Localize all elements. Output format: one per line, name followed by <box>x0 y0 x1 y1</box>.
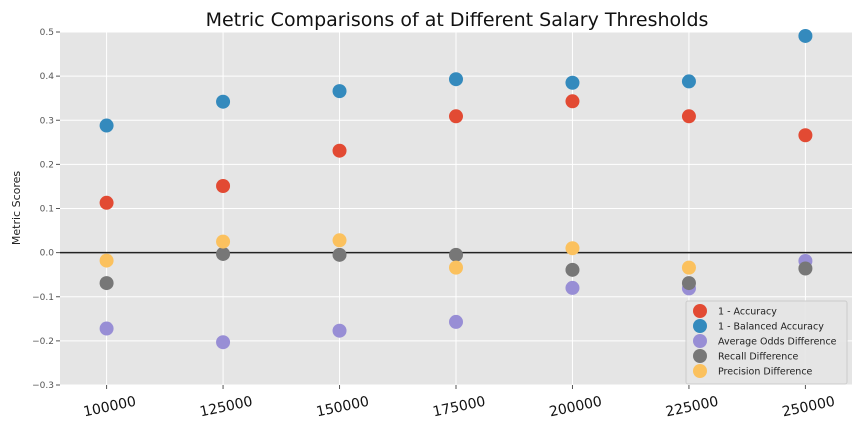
x-tick-label: 175000 <box>431 394 487 421</box>
data-point <box>99 195 114 210</box>
x-tick-label: 250000 <box>781 394 837 421</box>
data-point <box>99 253 114 268</box>
legend-marker <box>693 334 707 348</box>
data-point <box>216 94 231 109</box>
y-tick-label: 0.1 <box>40 205 54 215</box>
data-points <box>99 28 813 350</box>
legend-marker <box>693 349 707 363</box>
data-point <box>449 260 463 275</box>
data-point <box>216 234 231 249</box>
data-point <box>565 241 580 256</box>
y-tick-label: −0.2 <box>32 337 54 347</box>
data-point <box>681 74 696 89</box>
y-tick-label: −0.3 <box>32 381 54 391</box>
data-point <box>681 109 696 124</box>
data-point <box>798 261 813 276</box>
legend-entry-label: Precision Difference <box>718 367 813 378</box>
data-point <box>565 262 580 277</box>
data-point <box>99 321 114 336</box>
x-tick-label: 225000 <box>664 394 720 421</box>
legend-marker <box>693 304 707 318</box>
x-tick-label: 100000 <box>82 394 138 421</box>
legend-entry-label: 1 - Accuracy <box>718 307 777 318</box>
data-point <box>681 260 696 275</box>
data-point <box>332 233 347 248</box>
data-point <box>449 72 463 87</box>
y-axis-label: Metric Scores <box>10 171 23 246</box>
y-tick-label: 0.0 <box>40 249 55 259</box>
legend-marker <box>693 319 707 333</box>
series-1-accuracy <box>99 94 813 210</box>
data-point <box>565 94 580 109</box>
data-point <box>332 323 347 338</box>
y-tick-label: 0.3 <box>40 116 54 126</box>
x-tick-label: 150000 <box>315 394 371 421</box>
series-recall-difference <box>99 246 813 291</box>
legend-marker <box>693 364 707 378</box>
data-point <box>332 84 347 99</box>
legend: 1 - Accuracy 1 - Balanced Accuracy Average… <box>685 300 848 385</box>
data-point <box>681 276 696 291</box>
series-1-balanced-accuracy <box>99 28 813 133</box>
data-point <box>449 247 463 262</box>
data-point <box>216 335 231 350</box>
legend-entry-label: 1 - Balanced Accuracy <box>718 322 824 333</box>
data-point <box>565 75 580 90</box>
data-point <box>99 118 114 133</box>
legend-entry-label: Recall Difference <box>718 352 798 363</box>
legend-box <box>685 300 848 385</box>
y-tick-label: −0.1 <box>32 293 54 303</box>
legend-entry-label: Average Odds Difference <box>718 337 837 348</box>
data-point <box>798 28 813 43</box>
data-point <box>99 276 114 291</box>
y-tick-label: 0.5 <box>40 28 54 38</box>
data-point <box>449 314 463 329</box>
data-point <box>216 246 231 261</box>
data-point <box>449 109 463 124</box>
data-point <box>332 143 347 158</box>
data-point <box>565 280 580 295</box>
y-tick-label: 0.2 <box>40 160 54 170</box>
series-precision-difference <box>99 233 696 275</box>
data-point <box>216 178 231 193</box>
x-tick-label: 200000 <box>548 394 604 421</box>
data-point <box>798 128 813 143</box>
chart-title: Metric Comparisons of at Different Salar… <box>206 9 709 31</box>
y-tick-label: 0.4 <box>40 72 55 82</box>
data-point <box>332 247 347 262</box>
x-tick-label: 125000 <box>198 394 254 421</box>
